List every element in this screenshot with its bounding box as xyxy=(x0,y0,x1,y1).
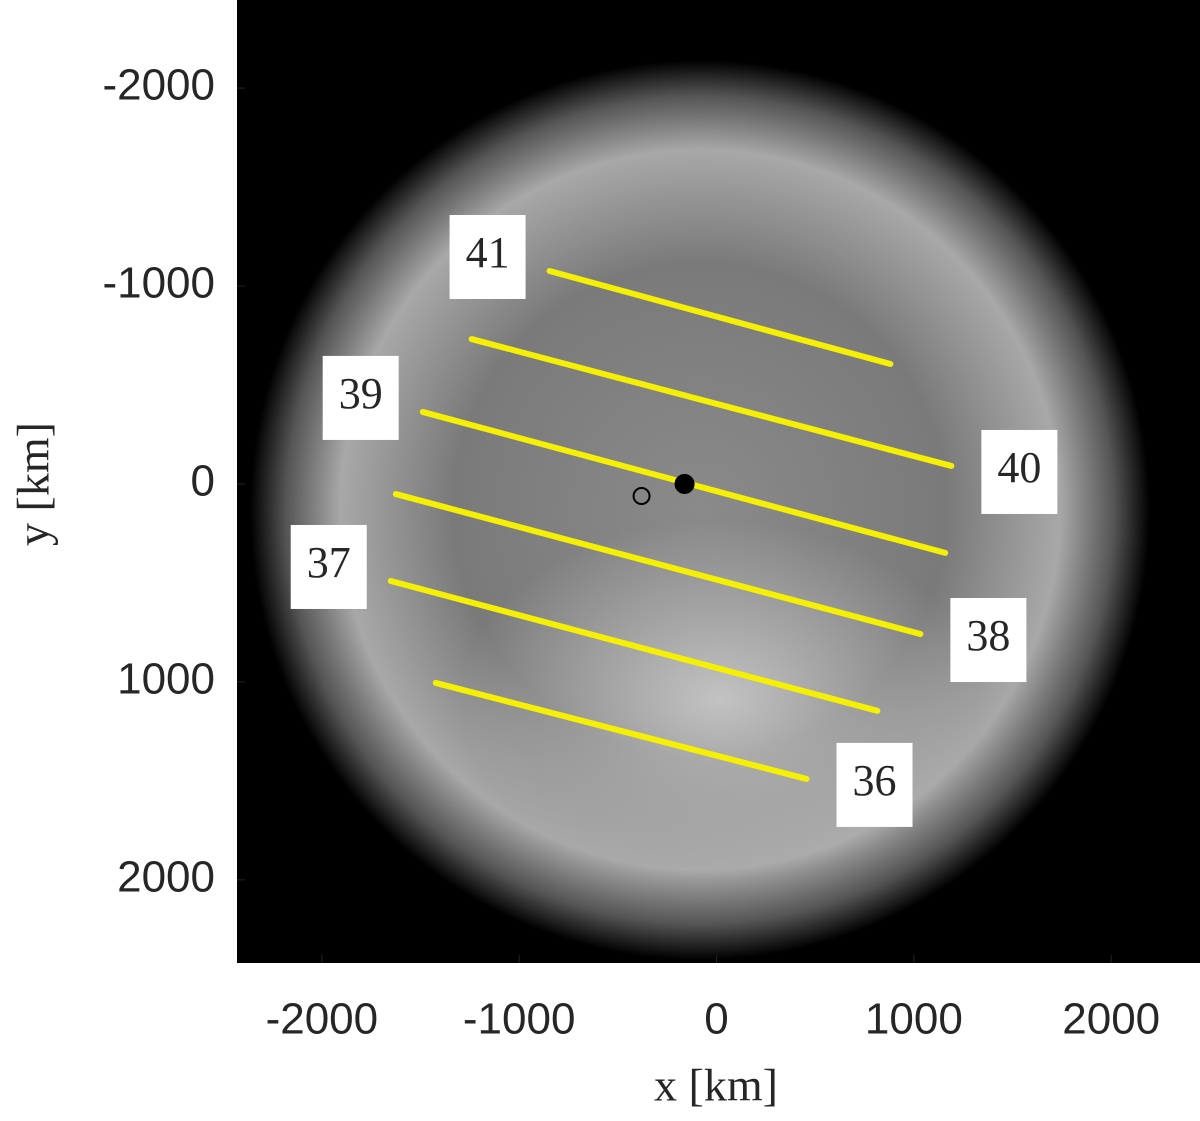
label-box xyxy=(981,429,1058,514)
y-tick-label: -1000 xyxy=(102,259,215,308)
x-tick-label: 0 xyxy=(704,995,728,1044)
chord-label: 40 xyxy=(997,443,1041,492)
chord-label: 41 xyxy=(466,228,510,277)
chord-label: 39 xyxy=(339,369,383,418)
label-box xyxy=(836,742,913,827)
x-axis-label: x [km] xyxy=(654,1060,778,1111)
label-box xyxy=(290,524,367,609)
open-marker xyxy=(632,487,651,506)
chord-label: 36 xyxy=(853,756,897,805)
x-tick-label: -1000 xyxy=(463,995,576,1044)
label-box xyxy=(322,355,399,440)
y-tick-label: -2000 xyxy=(102,61,215,110)
x-tick-label: 2000 xyxy=(1062,995,1160,1044)
y-tick-label: 2000 xyxy=(117,852,215,901)
chord-line xyxy=(468,336,955,469)
label-box xyxy=(950,598,1027,683)
chord-line xyxy=(387,577,881,714)
chord-label: 38 xyxy=(966,611,1010,660)
y-axis-label: y [km] xyxy=(8,422,59,546)
filled-marker xyxy=(674,473,695,494)
y-tick-label: 1000 xyxy=(117,655,215,704)
label-box xyxy=(449,214,526,299)
chord-label: 37 xyxy=(307,538,351,587)
x-tick-label: 1000 xyxy=(865,995,963,1044)
chord-line xyxy=(546,267,894,368)
chord-line xyxy=(392,491,924,638)
chord-line xyxy=(432,679,810,782)
y-tick-label: 0 xyxy=(191,457,215,506)
x-tick-label: -2000 xyxy=(266,995,379,1044)
